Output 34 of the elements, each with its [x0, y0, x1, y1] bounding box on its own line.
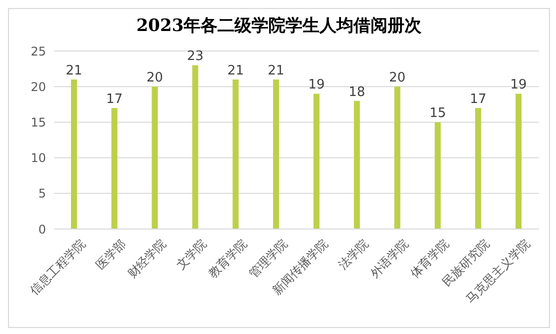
data-label: 21	[227, 63, 244, 78]
data-label: 17	[470, 92, 486, 107]
bar	[232, 79, 239, 229]
chart-title: 2023年各二级学院学生人均借阅册次	[135, 15, 423, 38]
data-label: 20	[146, 70, 164, 86]
y-tick-label: 15	[30, 115, 46, 130]
bar	[70, 79, 77, 229]
y-tick-label: 25	[30, 44, 46, 58]
data-label: 19	[510, 78, 527, 93]
data-label: 17	[106, 92, 123, 107]
x-tick-label: 信息工程学院	[27, 236, 88, 298]
y-tick-label: 5	[38, 186, 46, 201]
y-tick-label: 20	[30, 80, 46, 94]
bar	[475, 108, 482, 229]
y-tick-label: 10	[30, 151, 46, 166]
bar	[152, 86, 158, 229]
data-label: 19	[308, 78, 325, 93]
data-label: 23	[186, 49, 204, 64]
bar	[273, 79, 280, 229]
bar	[313, 94, 320, 229]
data-label: 21	[66, 63, 82, 78]
bar	[192, 65, 198, 229]
y-tick-label: 0	[38, 222, 46, 236]
bar	[516, 94, 522, 229]
data-label: 18	[348, 84, 366, 100]
bar	[111, 108, 118, 229]
bar	[434, 122, 441, 229]
data-label: 15	[429, 106, 446, 122]
x-tick-label: 文学院	[174, 236, 210, 272]
bar	[394, 86, 400, 229]
x-tick-label: 法学院	[336, 236, 371, 272]
data-label: 21	[268, 63, 284, 78]
bar	[354, 100, 360, 229]
data-label: 20	[389, 70, 406, 86]
